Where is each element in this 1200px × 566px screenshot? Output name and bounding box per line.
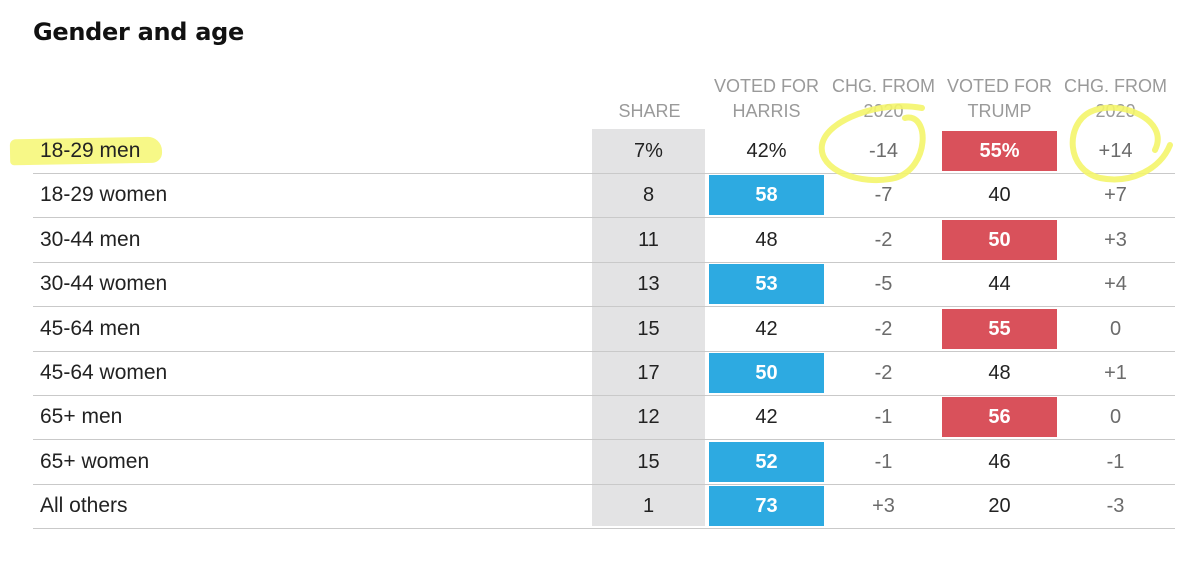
row-label: 30-44 women (40, 272, 168, 295)
row-label: 30-44 men (40, 228, 141, 251)
share-value: 15 (637, 318, 660, 340)
trump-value: 55 (942, 309, 1057, 349)
trump-cell: 44 (942, 262, 1057, 306)
harris-change-value: -2 (874, 229, 893, 251)
trump-value: 50 (942, 220, 1057, 260)
harris-value: 52 (709, 442, 824, 482)
table-row: 18-29 men 7% 42% -14 55% +14 (9, 129, 1175, 174)
trump-change-value: +14 (1098, 140, 1133, 162)
column-header-line: HARRIS (732, 101, 801, 121)
trump-value: 46 (988, 451, 1011, 473)
row-label: 18-29 women (40, 183, 168, 206)
column-header-line: 2020 (1095, 101, 1136, 121)
harris-value: 53 (709, 264, 824, 304)
trump-cell: 55 (942, 307, 1057, 351)
share-value: 7% (634, 140, 663, 162)
harris-cell: 42 (709, 307, 824, 351)
harris-change-value: -2 (874, 318, 893, 340)
harris-cell: 48 (709, 218, 824, 262)
trump-value: 55% (942, 131, 1057, 171)
chart-title: Gender and age (33, 18, 244, 46)
trump-change-value: -3 (1106, 495, 1125, 517)
harris-cell: 53 (709, 262, 824, 306)
trump-change-value: +3 (1104, 229, 1127, 251)
harris-value: 50 (709, 353, 824, 393)
row-label: All others (40, 494, 128, 517)
trump-value: 56 (942, 397, 1057, 437)
trump-cell: 46 (942, 440, 1057, 484)
harris-cell: 50 (709, 351, 824, 395)
column-header-share: SHARE (592, 72, 707, 124)
column-header-harris-chg: CHG. FROM 2020 (826, 72, 941, 124)
harris-cell: 58 (709, 173, 824, 217)
harris-change-value: -1 (874, 406, 893, 428)
harris-cell: 42 (709, 395, 824, 439)
column-header-line: 2020 (863, 101, 904, 121)
share-value: 1 (642, 495, 655, 517)
table-row: 30-44 women 13 53 -5 44 +4 (33, 262, 1175, 307)
harris-change-value: +3 (872, 495, 895, 517)
column-header-line: CHG. FROM (832, 76, 935, 96)
trump-change-value: +4 (1104, 273, 1127, 295)
harris-value: 58 (709, 175, 824, 215)
row-label: 65+ women (40, 450, 150, 473)
harris-value: 73 (709, 486, 824, 526)
trump-value: 44 (988, 273, 1011, 295)
harris-value: 42 (755, 406, 778, 428)
table-row: 45-64 men 15 42 -2 55 0 (33, 307, 1175, 352)
trump-change-value: +7 (1104, 184, 1127, 206)
harris-cell: 73 (709, 484, 824, 528)
trump-change-value: -1 (1106, 451, 1125, 473)
trump-value: 48 (988, 362, 1011, 384)
table-row: 30-44 men 11 48 -2 50 +3 (33, 218, 1175, 263)
harris-change-value: -5 (874, 273, 893, 295)
share-value: 13 (637, 273, 660, 295)
harris-change-value: -14 (869, 140, 898, 162)
trump-cell: 56 (942, 395, 1057, 439)
column-header-line: SHARE (618, 101, 681, 121)
column-header-line: VOTED FOR (946, 76, 1052, 96)
column-header-line: VOTED FOR (713, 76, 819, 96)
share-value: 8 (642, 184, 655, 206)
trump-change-value: 0 (1109, 406, 1122, 428)
row-label: 18-29 men (40, 139, 141, 162)
trump-cell: 48 (942, 351, 1057, 395)
harris-value: 42 (755, 318, 778, 340)
trump-value: 20 (988, 495, 1011, 517)
column-header-harris: VOTED FOR HARRIS (709, 72, 824, 124)
harris-change-value: -7 (874, 184, 893, 206)
trump-cell: 55% (942, 129, 1057, 173)
trump-cell: 20 (942, 484, 1057, 528)
harris-change-value: -1 (874, 451, 893, 473)
table-row: 45-64 women 17 50 -2 48 +1 (33, 351, 1175, 396)
share-value: 11 (638, 229, 659, 251)
column-header-line: CHG. FROM (1064, 76, 1167, 96)
table-row: 18-29 women 8 58 -7 40 +7 (33, 173, 1175, 218)
harris-change-value: -2 (874, 362, 893, 384)
trump-cell: 50 (942, 218, 1057, 262)
table-row: All others 1 73 +3 20 -3 (33, 484, 1175, 529)
harris-cell: 52 (709, 440, 824, 484)
share-column-background (592, 129, 705, 526)
column-header-line: TRUMP (967, 101, 1032, 121)
column-header-trump: VOTED FOR TRUMP (942, 72, 1057, 124)
harris-value: 42% (746, 140, 787, 162)
row-label: 65+ men (40, 405, 123, 428)
harris-value: 48 (755, 229, 778, 251)
column-header-trump-chg: CHG. FROM 2020 (1058, 72, 1173, 124)
trump-change-value: 0 (1109, 318, 1122, 340)
row-label: 45-64 women (40, 361, 168, 384)
share-value: 17 (637, 362, 660, 384)
table-row: 65+ women 15 52 -1 46 -1 (33, 440, 1175, 485)
table-row: 65+ men 12 42 -1 56 0 (33, 395, 1175, 440)
harris-cell: 42% (709, 129, 824, 173)
trump-cell: 40 (942, 173, 1057, 217)
trump-change-value: +1 (1104, 362, 1127, 384)
share-value: 15 (637, 451, 660, 473)
share-value: 12 (637, 406, 660, 428)
trump-value: 40 (988, 184, 1011, 206)
row-label: 45-64 men (40, 317, 141, 340)
